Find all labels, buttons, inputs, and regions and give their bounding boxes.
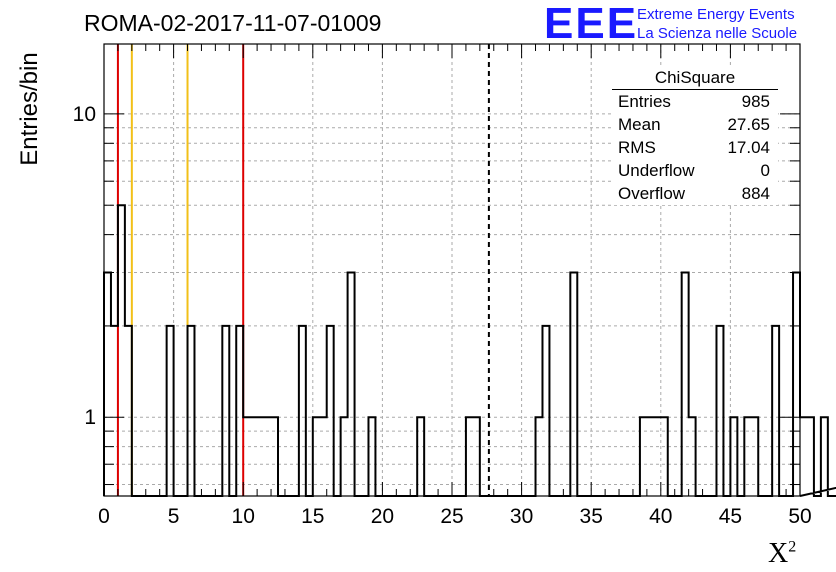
chart-title: ROMA-02-2017-11-07-01009 — [84, 10, 382, 36]
x-tick-label: 15 — [301, 505, 324, 528]
x-tick-label: 30 — [510, 505, 533, 528]
x-tick-label: 35 — [580, 505, 603, 528]
histogram-outline — [103, 204, 836, 497]
eee-logo: EEE — [544, 0, 639, 48]
x-tick-label: 50 — [788, 505, 811, 528]
y-tick-label: 10 — [73, 103, 96, 126]
stats-row: RMS 17.04 — [618, 138, 770, 157]
stats-row: Mean 27.65 — [618, 115, 770, 134]
x-tick-label: 40 — [649, 505, 672, 528]
axis-tick-labels: 0 5 10 15 20 25 30 35 40 45 50 1 10 — [73, 103, 812, 528]
x-tick-label: 45 — [719, 505, 742, 528]
y-axis-label: Entries/bin — [16, 52, 43, 166]
y-tick-label: 1 — [84, 406, 96, 429]
stats-row: Entries 985 — [618, 92, 770, 111]
stats-box: ChiSquare Entries 985 Mean 27.65 RMS 17.04 … — [612, 67, 778, 205]
x-tick-label: 0 — [98, 505, 110, 528]
x-tick-label: 5 — [168, 505, 180, 528]
x-tick-label: 25 — [440, 505, 463, 528]
logo-subtitle-2: La Scienza nelle Scuole — [637, 25, 798, 42]
x-tick-label: 20 — [371, 505, 394, 528]
axis-ticks — [103, 44, 801, 496]
x-tick-label: 10 — [232, 505, 255, 528]
x-axis-label: X2 — [768, 538, 797, 569]
stats-row: Overflow 884 — [618, 184, 770, 203]
stats-row: Underflow 0 — [618, 161, 770, 180]
histogram-bins — [103, 204, 836, 497]
stats-title: ChiSquare — [612, 67, 778, 90]
grid-lines — [104, 44, 800, 496]
logo-subtitle-1: Extreme Energy Events — [637, 6, 795, 23]
